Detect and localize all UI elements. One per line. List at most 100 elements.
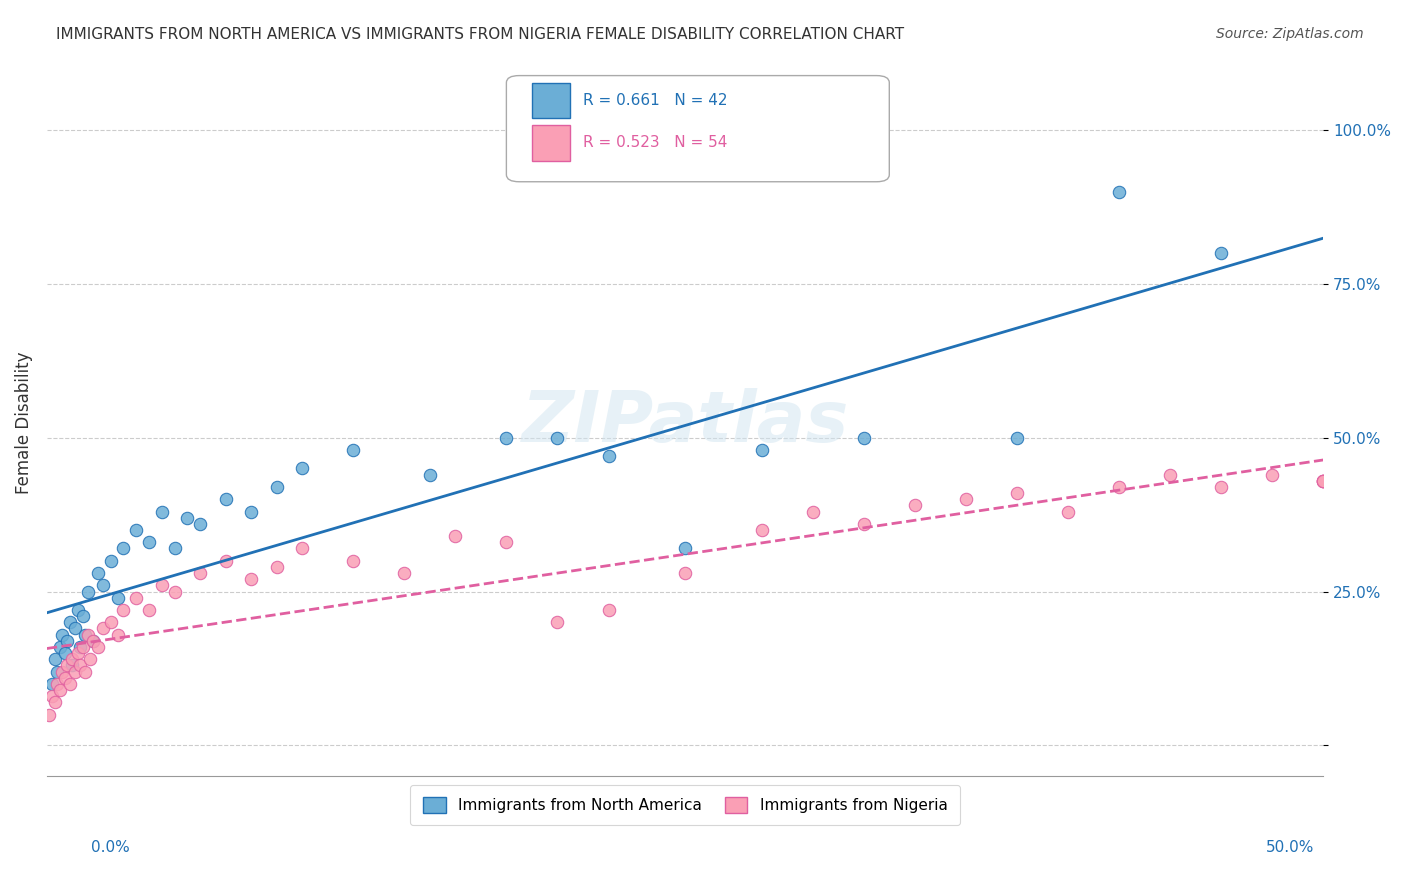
Point — [82, 633, 104, 648]
Text: ZIPatlas: ZIPatlas — [522, 388, 849, 457]
Point — [63, 665, 86, 679]
Point — [75, 627, 97, 641]
Point — [100, 615, 122, 630]
Legend: Immigrants from North America, Immigrants from Nigeria: Immigrants from North America, Immigrant… — [411, 785, 960, 825]
Text: IMMIGRANTS FROM NORTH AMERICA VS IMMIGRANTS FROM NIGERIA FEMALE DISABILITY CORRE: IMMIGRANTS FROM NORTH AMERICA VS IMMIGRA… — [56, 27, 904, 42]
Point — [48, 640, 70, 654]
Point — [495, 535, 517, 549]
Point — [214, 492, 236, 507]
Text: 50.0%: 50.0% — [1267, 840, 1315, 855]
Point — [112, 541, 135, 556]
Point — [673, 541, 696, 556]
Y-axis label: Female Disability: Female Disability — [15, 351, 32, 493]
Point — [72, 609, 94, 624]
Point — [53, 671, 76, 685]
Point — [955, 492, 977, 507]
Point — [59, 615, 82, 630]
Point — [76, 584, 98, 599]
Point — [44, 652, 66, 666]
Point — [495, 431, 517, 445]
Point — [38, 707, 60, 722]
Point — [138, 535, 160, 549]
Point — [1108, 185, 1130, 199]
Point — [41, 689, 63, 703]
Point — [342, 443, 364, 458]
Point — [176, 510, 198, 524]
Point — [214, 554, 236, 568]
Point — [46, 677, 69, 691]
Point — [291, 541, 314, 556]
Point — [751, 523, 773, 537]
Point — [598, 603, 620, 617]
Point — [291, 461, 314, 475]
Point — [56, 633, 79, 648]
Point — [751, 443, 773, 458]
Point — [240, 572, 263, 586]
Point — [100, 554, 122, 568]
Point — [188, 566, 211, 580]
Point — [125, 591, 148, 605]
Point — [444, 529, 467, 543]
Point — [150, 505, 173, 519]
Point — [69, 640, 91, 654]
Point — [66, 603, 89, 617]
Point — [87, 566, 110, 580]
Point — [87, 640, 110, 654]
Point — [546, 431, 568, 445]
Point — [904, 499, 927, 513]
Point — [394, 566, 416, 580]
Point — [1312, 474, 1334, 488]
Point — [66, 646, 89, 660]
Point — [1005, 431, 1028, 445]
Point — [852, 431, 875, 445]
Point — [1057, 505, 1080, 519]
Point — [801, 505, 824, 519]
Point — [138, 603, 160, 617]
Point — [62, 652, 84, 666]
Point — [852, 516, 875, 531]
Point — [1211, 246, 1233, 260]
Point — [51, 627, 73, 641]
Point — [1312, 474, 1334, 488]
Point — [91, 622, 114, 636]
Point — [1312, 474, 1334, 488]
Point — [82, 633, 104, 648]
Point — [76, 627, 98, 641]
Point — [63, 622, 86, 636]
Point — [266, 480, 288, 494]
Point — [266, 560, 288, 574]
Point — [673, 566, 696, 580]
Point — [419, 467, 441, 482]
Point — [72, 640, 94, 654]
Point — [1261, 467, 1284, 482]
Point — [51, 665, 73, 679]
Point — [41, 677, 63, 691]
Point — [163, 541, 186, 556]
Point — [1211, 480, 1233, 494]
Point — [75, 665, 97, 679]
Point — [240, 505, 263, 519]
Text: R = 0.661   N = 42: R = 0.661 N = 42 — [583, 93, 727, 108]
Point — [1108, 480, 1130, 494]
Point — [53, 646, 76, 660]
Point — [48, 683, 70, 698]
Bar — [531, 125, 571, 161]
Text: 0.0%: 0.0% — [91, 840, 131, 855]
Point — [112, 603, 135, 617]
Point — [163, 584, 186, 599]
Point — [62, 658, 84, 673]
Point — [56, 658, 79, 673]
Point — [91, 578, 114, 592]
Point — [1312, 474, 1334, 488]
Point — [342, 554, 364, 568]
Point — [107, 627, 129, 641]
Point — [79, 652, 101, 666]
Bar — [531, 83, 571, 118]
Point — [546, 615, 568, 630]
Text: R = 0.523   N = 54: R = 0.523 N = 54 — [583, 136, 727, 151]
Point — [107, 591, 129, 605]
Point — [188, 516, 211, 531]
Point — [44, 695, 66, 709]
Point — [1005, 486, 1028, 500]
Point — [59, 677, 82, 691]
